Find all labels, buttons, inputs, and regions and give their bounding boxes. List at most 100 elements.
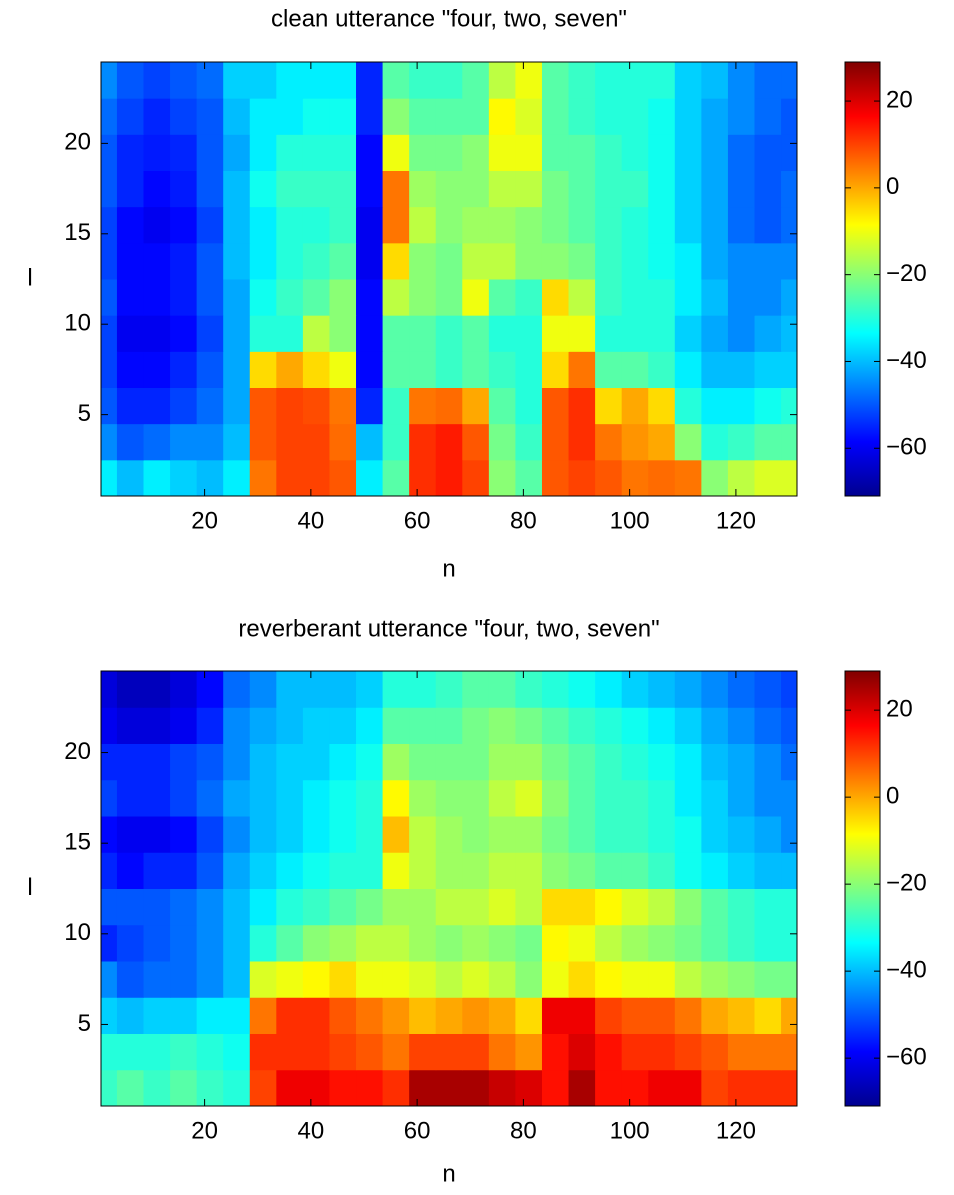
heatmap-cell [249,62,277,99]
heatmap-cell [462,997,490,1034]
heatmap-cell [727,997,755,1034]
heatmap-cell [101,1069,118,1106]
heatmap-cell [249,170,277,208]
heatmap-cell [515,707,543,744]
heatmap-cell [568,671,596,708]
heatmap-cell [382,351,410,388]
heatmap-cell [435,387,463,425]
heatmap-cell [568,170,596,208]
heatmap-cell [329,743,357,781]
heatmap-cell [674,924,702,962]
heatmap-cell [781,62,797,99]
heatmap-cell [249,98,277,135]
heatmap-cell [648,423,676,461]
heatmap-cell [488,242,516,280]
heatmap-cell [727,816,755,853]
heatmap-cell [170,707,198,744]
x-tick-label: 100 [610,507,650,534]
heatmap-cell [648,206,676,244]
heatmap-cell [170,924,198,962]
heatmap-cell [302,98,330,135]
heatmap-cell [276,459,304,496]
heatmap-cell [781,997,797,1034]
heatmap-cell [488,852,516,889]
heatmap-cell [568,1069,596,1106]
heatmap-cell [541,170,570,208]
heatmap-cell [435,852,463,889]
heatmap-cell [621,816,649,853]
heatmap-cell [621,134,649,171]
heatmap-cell [329,459,357,496]
heatmap-cell [170,459,198,496]
heatmap-cell [462,242,490,280]
heatmap-cell [382,671,410,708]
heatmap-cell [595,997,623,1034]
heatmap-cell [382,1069,410,1106]
heatmap-cell [101,315,118,352]
heatmap-cell [462,279,490,316]
heatmap-cell [116,98,145,135]
heatmap-cell [143,852,171,889]
heatmap-cell [249,743,277,781]
heatmap-cell [143,1033,171,1071]
heatmap-cell [223,459,251,496]
heatmap-cell [116,387,145,425]
heatmap-cell [754,98,782,135]
heatmap-cell [515,924,543,962]
heatmap-cell [568,1033,596,1071]
heatmap-cell [116,743,145,781]
heatmap-cell [196,134,224,171]
heatmap-cell [409,351,437,388]
heatmap-cell [754,1033,782,1071]
heatmap-cell [701,1033,729,1071]
heatmap-cell [541,242,570,280]
heatmap-cell [595,315,623,352]
x-tick-label: 80 [510,507,537,534]
heatmap-cell [276,1069,304,1106]
heatmap-cell [143,961,171,998]
heatmap-cell [143,997,171,1034]
heatmap-cell [781,242,797,280]
heatmap-cell [674,816,702,853]
heatmap-cell [754,423,782,461]
heatmap-cell [701,852,729,889]
heatmap-cell [541,387,570,425]
heatmap-cell [754,459,782,496]
heatmap-cell [595,961,623,998]
heatmap-cell [116,816,145,853]
heatmap-cell [101,779,118,817]
heatmap-cell [409,206,437,244]
heatmap-cell [701,170,729,208]
heatmap-cell [223,707,251,744]
heatmap-cell [382,170,410,208]
heatmap-cell [276,62,304,99]
colorbar-tick-label: −20 [886,869,927,896]
heatmap-cell [196,743,224,781]
heatmap-cell [435,888,463,926]
heatmap-cell [727,1069,755,1106]
heatmap-cell [541,423,570,461]
heatmap-cell [143,242,171,280]
heatmap-cell [382,961,410,998]
x-tick-label: 40 [298,1117,325,1144]
heatmap-cell [595,387,623,425]
heatmap-cell [143,98,171,135]
heatmap-cell [329,961,357,998]
heatmap-cell [462,1069,490,1106]
heatmap-cell [302,707,330,744]
heatmap-cell [276,888,304,926]
heatmap-cell [595,1069,623,1106]
heatmap-cell [409,423,437,461]
heatmap-cell [488,743,516,781]
heatmap-cell [356,170,384,208]
heatmap-cell [674,62,702,99]
heatmap-cell [101,134,118,171]
heatmap-cell [356,1069,384,1106]
heatmap-cell [276,206,304,244]
heatmap-cell [409,134,437,171]
heatmap-cell [223,1033,251,1071]
heatmap-cell [727,459,755,496]
heatmap-cell [541,852,570,889]
heatmap-cell [329,671,357,708]
heatmap-cell [781,98,797,135]
